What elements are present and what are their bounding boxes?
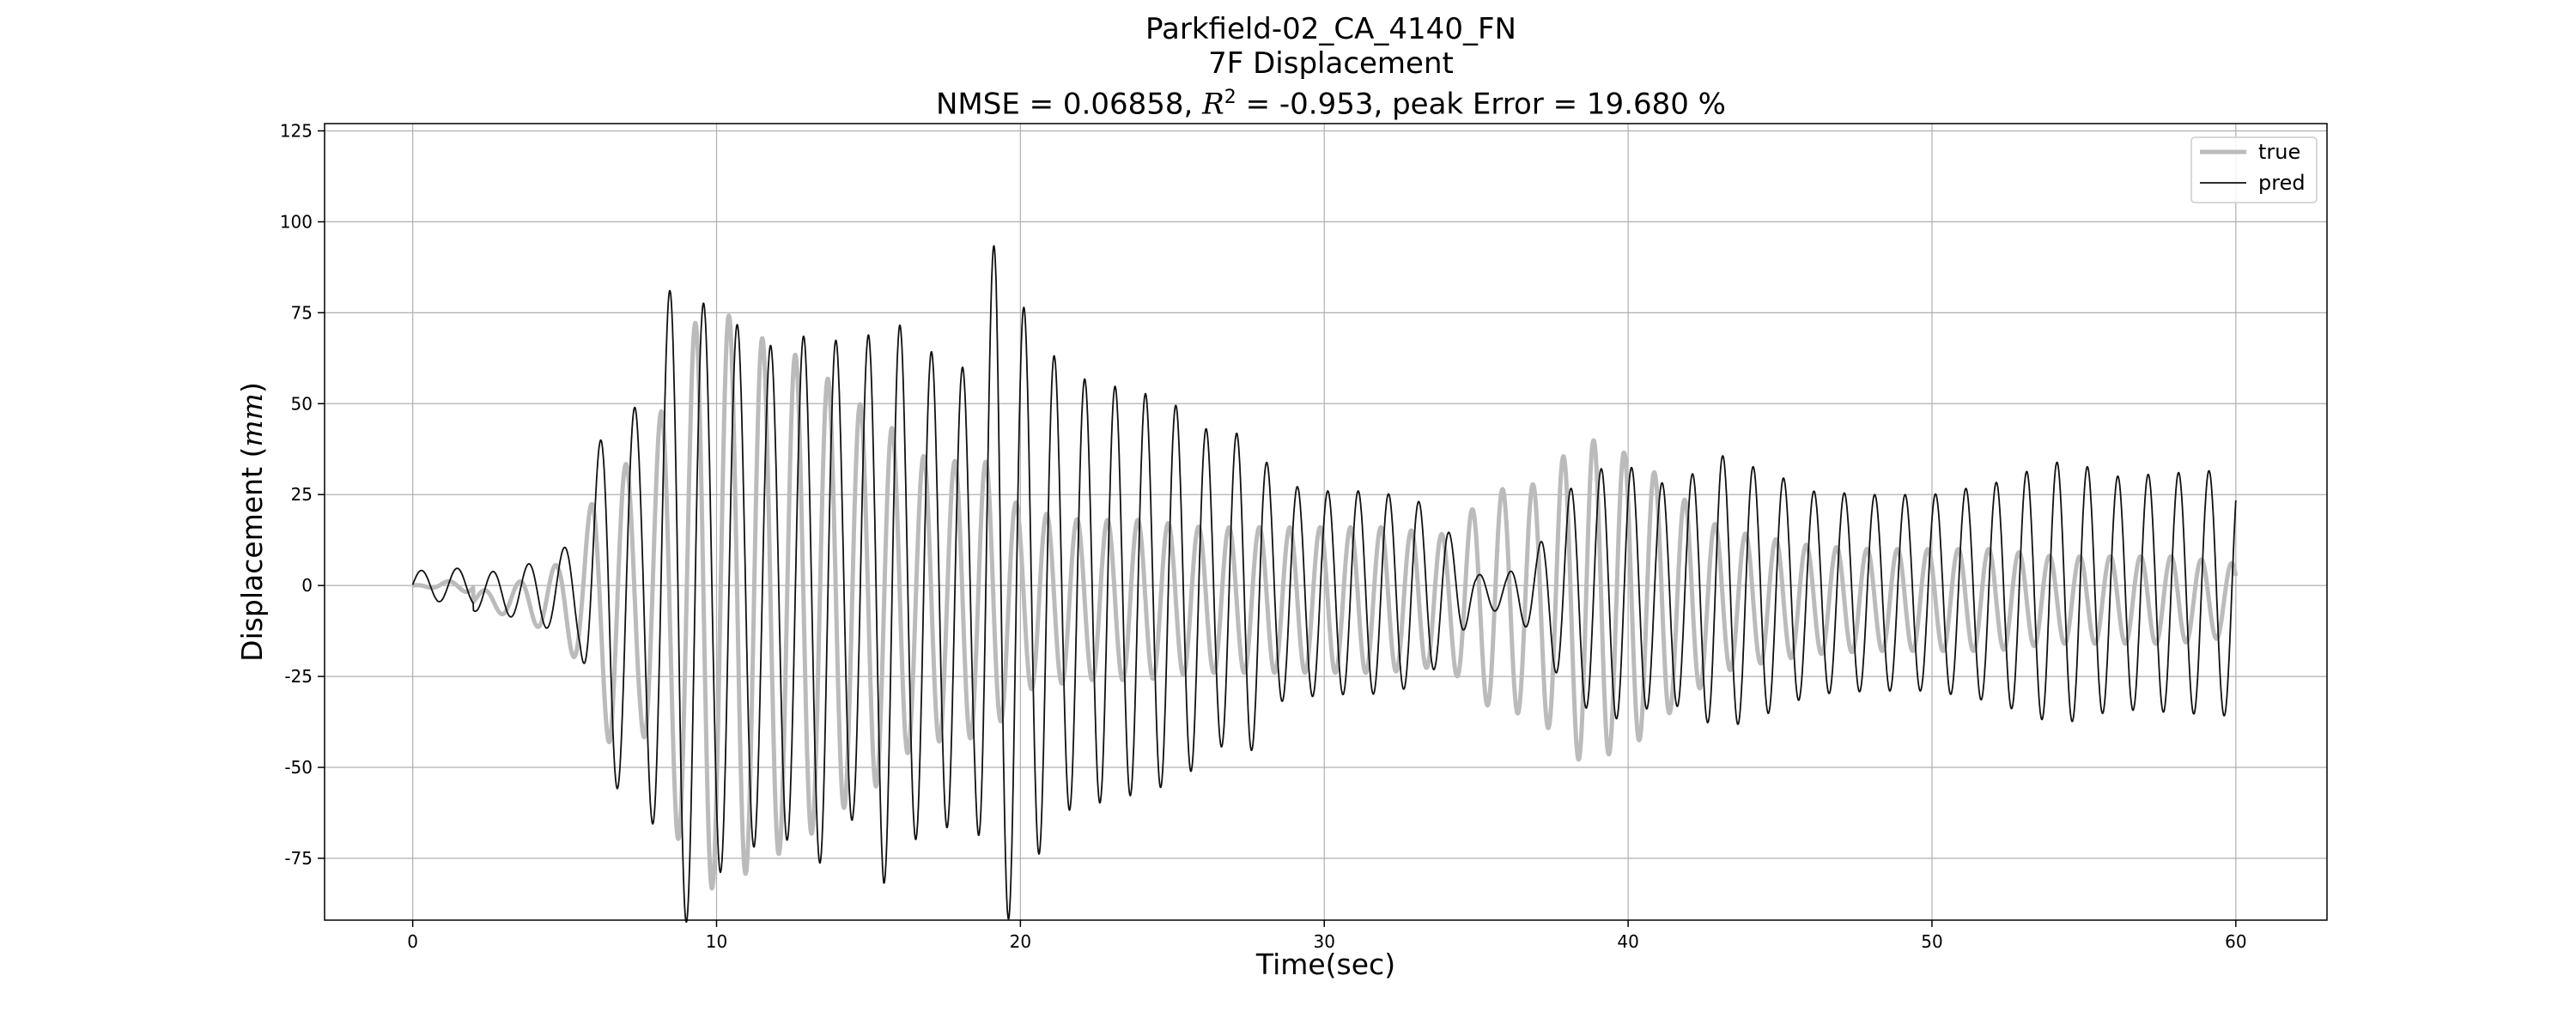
x-tick-label: 40	[1617, 931, 1638, 952]
y-tick-label: -50	[284, 757, 313, 778]
series-line-pred	[411, 245, 2237, 923]
y-axis-label: Displacement (mm)	[235, 382, 269, 662]
y-tick-label: 0	[301, 575, 313, 596]
x-tick-label: 20	[1010, 931, 1031, 952]
nmse-text: NMSE = 0.06858,	[936, 87, 1203, 122]
r2-exponent: 2	[1224, 87, 1236, 108]
plot-frame	[324, 123, 2328, 921]
y-tick-label: 100	[280, 211, 313, 232]
x-tick-label: 30	[1314, 931, 1335, 952]
y-tick-label: 25	[291, 484, 313, 505]
y-tick-label: 75	[291, 302, 313, 323]
chart-title-line2: 7F Displacement	[1208, 46, 1454, 81]
y-tick-label: 50	[291, 393, 313, 414]
y-tick-label: -25	[284, 666, 313, 687]
x-tick-label: 60	[2225, 931, 2246, 952]
chart-title-line1: Parkfield-02_CA_4140_FN	[1145, 12, 1516, 46]
x-axis-label: Time(sec)	[1255, 948, 1395, 981]
legend-label-pred: pred	[2258, 171, 2306, 195]
y-axis-label-prefix: Displacement (	[235, 447, 269, 662]
r2-symbol: R	[1202, 87, 1224, 122]
y-tick-label: 125	[280, 120, 313, 141]
x-tick-label: 10	[706, 931, 727, 952]
chart-title: Parkfield-02_CA_4140_FN 7F Displacement …	[0, 12, 2576, 121]
axis-ticks: 0 10 20 30 40 50 60 -75 -50 -25 0 25 50 75 100 125	[280, 120, 2247, 952]
series-lines	[410, 245, 2239, 923]
x-tick-label: 0	[407, 931, 418, 952]
r2-rest-text: = -0.953, peak Error = 19.680 %	[1236, 87, 1726, 122]
chart-metrics-line: NMSE = 0.06858, R2 = -0.953, peak Error …	[0, 81, 2576, 121]
y-tick-label: -75	[284, 848, 313, 869]
y-axis-label-unit: mm	[235, 393, 269, 447]
y-axis-label-suffix: )	[235, 382, 269, 393]
legend-label-true: true	[2258, 140, 2300, 164]
grid-lines	[325, 124, 2327, 920]
legend: true pred	[2190, 136, 2318, 203]
x-tick-label: 50	[1921, 931, 1942, 952]
